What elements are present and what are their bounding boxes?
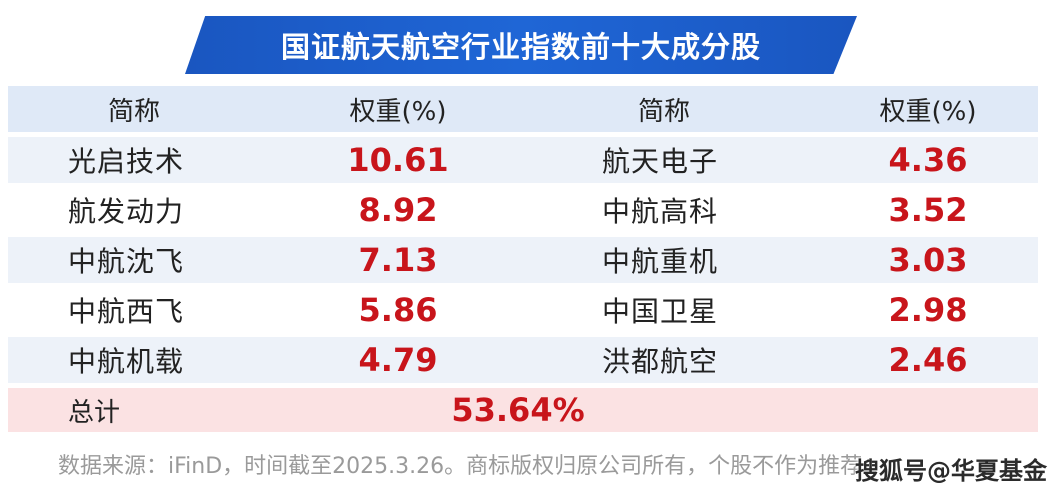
title-banner: 国证航天航空行业指数前十大成分股	[185, 16, 857, 74]
stock-name: 光启技术	[68, 145, 185, 178]
stock-weight: 8.92	[358, 191, 438, 229]
header-weight-left: 权重(%)	[349, 96, 447, 127]
constituents-table: 简称 权重(%) 简称 权重(%) 光启技术 10.61 航天电子 4.36 航…	[8, 86, 1038, 432]
table-row: 中航机载 4.79 洪都航空 2.46	[8, 337, 1038, 383]
stock-name: 中航沈飞	[68, 245, 185, 278]
header-name-right: 简称	[638, 96, 691, 127]
total-label: 总计	[68, 397, 121, 428]
stock-name: 中航机载	[68, 345, 185, 378]
total-row: 总计 53.64%	[8, 388, 1038, 432]
header-weight-right: 权重(%)	[879, 96, 977, 127]
stock-weight: 2.46	[888, 341, 968, 379]
stock-weight: 7.13	[358, 241, 438, 279]
stock-weight: 3.03	[888, 241, 968, 279]
stock-weight: 4.79	[358, 341, 438, 379]
stock-weight: 5.86	[358, 291, 438, 329]
stock-name: 中国卫星	[602, 295, 719, 328]
source-note: 数据来源：iFinD，时间截至2025.3.26。商标版权归原公司所有，个股不作…	[58, 454, 885, 479]
stock-weight: 10.61	[347, 141, 449, 179]
stock-weight: 3.52	[888, 191, 968, 229]
table-row: 中航西飞 5.86 中国卫星 2.98	[8, 287, 1038, 333]
stock-weight: 4.36	[888, 141, 968, 179]
stock-name: 中航高科	[602, 195, 719, 228]
table-row: 光启技术 10.61 航天电子 4.36	[8, 137, 1038, 183]
stock-name: 中航西飞	[68, 295, 185, 328]
stock-name: 洪都航空	[602, 345, 719, 378]
stock-name: 航天电子	[602, 145, 719, 178]
table-header: 简称 权重(%) 简称 权重(%)	[8, 86, 1038, 132]
stock-name: 航发动力	[68, 195, 185, 228]
table-row: 中航沈飞 7.13 中航重机 3.03	[8, 237, 1038, 283]
total-value: 53.64%	[451, 391, 585, 429]
page-title: 国证航天航空行业指数前十大成分股	[280, 30, 761, 64]
header-name-left: 简称	[108, 96, 161, 127]
table-row: 航发动力 8.92 中航高科 3.52	[8, 187, 1038, 233]
stock-weight: 2.98	[888, 291, 968, 329]
stock-name: 中航重机	[602, 245, 719, 278]
watermark: 搜狐号@华夏基金	[855, 456, 1047, 485]
